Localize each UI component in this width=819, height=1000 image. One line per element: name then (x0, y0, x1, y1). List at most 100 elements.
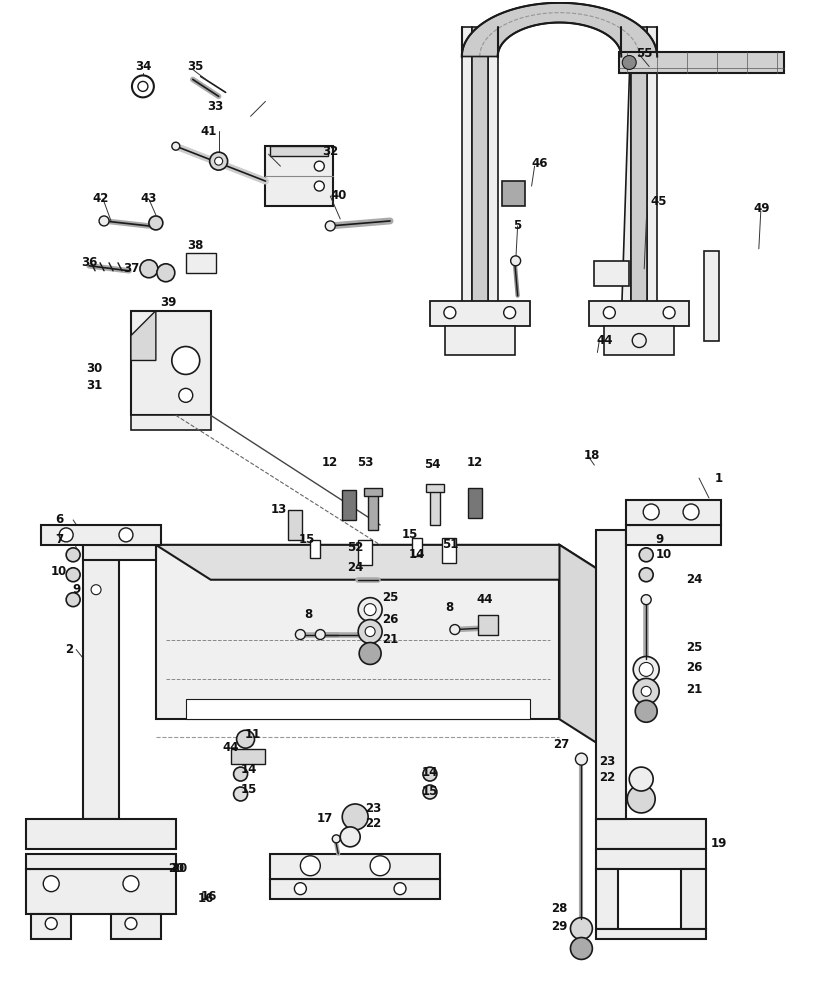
Circle shape (632, 678, 658, 704)
Text: 52: 52 (346, 541, 363, 554)
Circle shape (632, 656, 658, 682)
Text: 15: 15 (299, 533, 315, 546)
Polygon shape (445, 326, 514, 355)
Polygon shape (342, 490, 355, 520)
Polygon shape (461, 27, 471, 331)
Circle shape (179, 388, 192, 402)
Polygon shape (487, 27, 497, 331)
Circle shape (570, 918, 591, 940)
Circle shape (43, 876, 59, 892)
Text: 9: 9 (72, 583, 80, 596)
Circle shape (172, 142, 179, 150)
Text: 7: 7 (55, 533, 63, 546)
Circle shape (443, 307, 455, 319)
Text: 49: 49 (753, 202, 769, 215)
Text: 45: 45 (650, 195, 667, 208)
Text: 14: 14 (240, 763, 256, 776)
Text: 11: 11 (244, 728, 260, 741)
Circle shape (314, 161, 324, 171)
Text: 29: 29 (550, 920, 567, 933)
Circle shape (358, 620, 382, 644)
Text: 25: 25 (382, 591, 398, 604)
Polygon shape (441, 538, 455, 563)
Circle shape (66, 593, 80, 607)
Text: 43: 43 (141, 192, 157, 205)
Circle shape (364, 627, 374, 637)
Text: 37: 37 (123, 262, 139, 275)
Text: 9: 9 (654, 533, 663, 546)
Circle shape (394, 883, 405, 895)
Circle shape (631, 334, 645, 348)
Circle shape (369, 856, 390, 876)
Circle shape (91, 585, 101, 595)
Text: 26: 26 (685, 661, 701, 674)
Text: 2: 2 (65, 643, 73, 656)
Text: 8: 8 (446, 601, 454, 614)
Polygon shape (83, 530, 119, 819)
Text: 54: 54 (423, 458, 440, 471)
Text: 34: 34 (134, 60, 151, 73)
Text: 10: 10 (655, 548, 672, 561)
Text: 53: 53 (356, 456, 373, 469)
Text: 13: 13 (270, 503, 286, 516)
Circle shape (99, 216, 109, 226)
Text: 18: 18 (582, 449, 599, 462)
Circle shape (233, 767, 247, 781)
Text: 28: 28 (550, 902, 567, 915)
Polygon shape (26, 869, 175, 914)
Circle shape (300, 856, 320, 876)
Text: 24: 24 (346, 561, 363, 574)
Circle shape (340, 827, 360, 847)
Circle shape (314, 181, 324, 191)
Text: 36: 36 (81, 256, 97, 269)
Polygon shape (368, 495, 378, 530)
Circle shape (325, 221, 335, 231)
Circle shape (423, 785, 437, 799)
Circle shape (119, 528, 133, 542)
Circle shape (124, 918, 137, 930)
Text: 19: 19 (710, 837, 726, 850)
Text: 23: 23 (364, 802, 381, 815)
Polygon shape (471, 27, 487, 331)
Circle shape (639, 662, 653, 676)
Text: 27: 27 (553, 738, 569, 751)
Circle shape (59, 528, 73, 542)
Polygon shape (111, 914, 161, 939)
Circle shape (123, 876, 138, 892)
Circle shape (570, 938, 591, 959)
Circle shape (510, 256, 520, 266)
Text: 16: 16 (197, 892, 214, 905)
Text: 46: 46 (531, 157, 547, 170)
Polygon shape (230, 749, 265, 764)
Bar (618, 52, 783, 73)
Polygon shape (358, 540, 372, 565)
Circle shape (575, 753, 586, 765)
Polygon shape (681, 869, 705, 929)
Text: 12: 12 (322, 456, 338, 469)
Circle shape (622, 56, 636, 69)
Text: 1: 1 (714, 472, 722, 485)
Polygon shape (131, 415, 210, 430)
Circle shape (450, 625, 459, 635)
Circle shape (237, 730, 254, 748)
Circle shape (663, 307, 674, 319)
Polygon shape (589, 301, 688, 326)
Text: 12: 12 (466, 456, 482, 469)
Circle shape (640, 595, 650, 605)
Polygon shape (594, 261, 628, 286)
Polygon shape (265, 146, 333, 206)
Polygon shape (559, 545, 613, 754)
Circle shape (138, 81, 147, 91)
Text: 38: 38 (188, 239, 204, 252)
Text: 15: 15 (401, 528, 418, 541)
Text: 44: 44 (222, 741, 238, 754)
Circle shape (639, 548, 653, 562)
Text: 25: 25 (685, 641, 701, 654)
Circle shape (172, 347, 200, 374)
Circle shape (215, 157, 223, 165)
Polygon shape (595, 530, 626, 819)
Circle shape (364, 604, 376, 616)
Polygon shape (626, 500, 720, 525)
Polygon shape (83, 530, 156, 560)
Polygon shape (477, 615, 497, 635)
